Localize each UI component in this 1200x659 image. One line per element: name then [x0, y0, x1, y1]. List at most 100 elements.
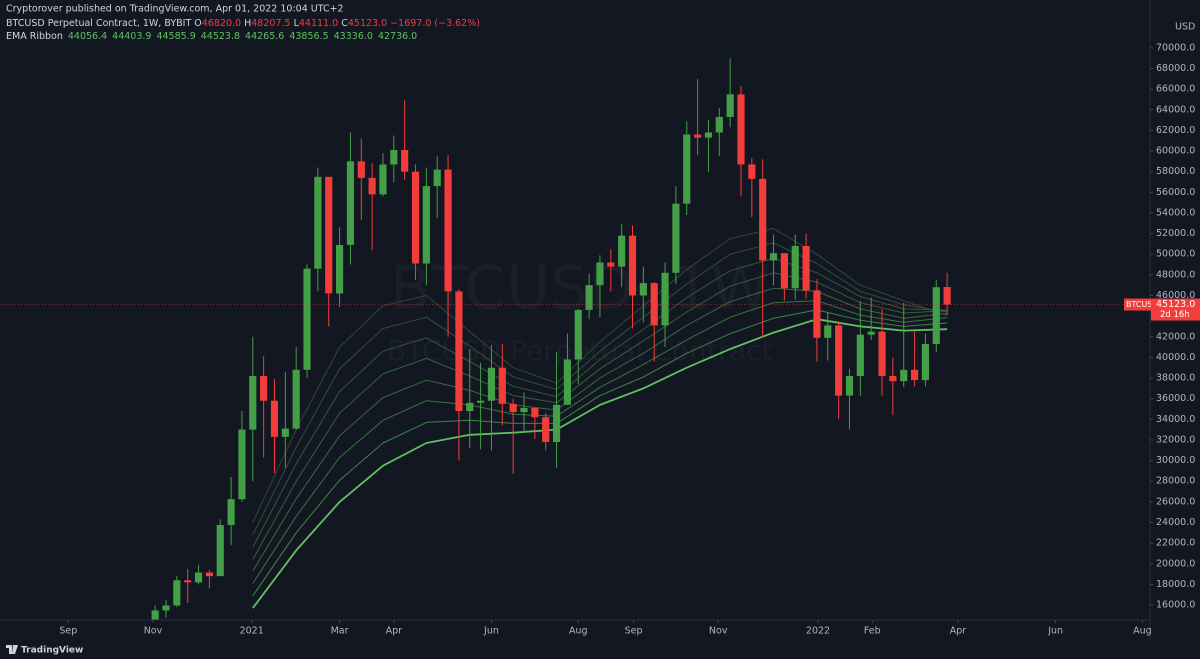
ema-value: 44056.4: [68, 31, 107, 42]
candle-body: [737, 94, 745, 165]
candle-body: [422, 186, 430, 264]
candle-body: [791, 245, 799, 289]
x-tick-label: Sep: [625, 626, 643, 637]
candle-body: [411, 171, 420, 264]
candle-body: [921, 343, 930, 381]
ema-line: [252, 242, 948, 536]
x-tick-label: Aug: [1133, 626, 1152, 637]
candle-body: [184, 580, 192, 583]
y-tick-label: 52000.0: [1156, 228, 1195, 239]
candle-body: [683, 134, 691, 204]
x-tick-label: Feb: [864, 626, 881, 637]
y-tick-label: 24000.0: [1156, 517, 1195, 528]
candle-body: [357, 161, 365, 178]
y-tick-label: 62000.0: [1156, 125, 1195, 136]
y-tick-label: 34000.0: [1156, 414, 1195, 425]
y-tick-label: 68000.0: [1156, 63, 1195, 74]
candle-body: [607, 262, 615, 267]
candle-body: [759, 178, 767, 261]
footer-bar: [0, 640, 1200, 659]
candle-body: [813, 290, 821, 338]
y-tick-label: 36000.0: [1156, 393, 1195, 404]
candle-body: [162, 605, 170, 611]
candle-body: [910, 369, 919, 381]
footer-brand: TradingView: [21, 646, 83, 656]
candle-body: [639, 283, 647, 296]
ema-line: [252, 227, 948, 523]
candle-body: [943, 287, 951, 305]
candle-body: [726, 94, 734, 117]
candle-body: [466, 402, 474, 412]
x-tick-label: Nov: [709, 626, 728, 637]
candle-body: [520, 407, 528, 413]
x-tick-label: Aug: [569, 626, 588, 637]
ema-value: 42736.0: [378, 31, 417, 42]
x-tick-label: 2022: [806, 626, 830, 637]
candle-body: [867, 331, 875, 335]
price-tag: [1151, 298, 1200, 321]
candle-body: [433, 169, 441, 187]
y-tick-label: 64000.0: [1156, 104, 1195, 115]
ema-value: 43336.0: [334, 31, 373, 42]
logo: [6, 645, 18, 654]
ema-value: 44523.8: [201, 31, 240, 42]
ohlc-letter: L: [294, 18, 300, 29]
candle-body: [444, 169, 452, 292]
ema-line: [252, 272, 948, 560]
x-tick-label: 2021: [240, 626, 264, 637]
y-tick-label: 22000.0: [1156, 538, 1195, 549]
countdown-label: 2d 16h: [1160, 310, 1190, 320]
price-tag-label: 45123.0: [1156, 299, 1195, 310]
candle-body: [238, 429, 246, 500]
candle-body: [563, 359, 571, 405]
y-tick-label: 32000.0: [1156, 434, 1195, 445]
candle-body: [878, 331, 886, 376]
candle-body: [390, 150, 398, 165]
x-tick-label: Apr: [386, 626, 403, 637]
y-tick-label: 58000.0: [1156, 166, 1195, 177]
candle-body: [303, 268, 311, 370]
ema-line: [252, 309, 948, 597]
candle-body: [769, 253, 778, 261]
candle-body: [249, 375, 257, 430]
candle-body: [704, 132, 713, 138]
ema-line: [252, 287, 948, 572]
candle-body: [314, 176, 322, 269]
ema-line: [252, 257, 948, 548]
candle-body: [498, 367, 506, 404]
candle-body: [780, 253, 788, 289]
candle-body: [379, 164, 387, 195]
candle-body: [694, 134, 702, 138]
candles: [151, 58, 951, 620]
candle-body: [932, 287, 940, 344]
ohlc-value: 48207.5: [251, 18, 290, 29]
candle-body: [487, 367, 496, 401]
ema-line: [252, 318, 948, 609]
ema-value: 44265.6: [245, 31, 284, 42]
candle-body: [585, 285, 593, 310]
candle-body: [542, 417, 550, 443]
ohlc-letter: H: [244, 18, 251, 29]
y-tick-label: 16000.0: [1156, 600, 1195, 611]
x-tick-label: Apr: [950, 626, 967, 637]
candle-body: [802, 245, 810, 291]
candle-body: [173, 580, 181, 606]
y-tick-label: 28000.0: [1156, 476, 1195, 487]
candle-body: [574, 309, 582, 360]
published-line: Cryptorover published on TradingView.com…: [6, 4, 344, 15]
candle-body: [618, 235, 626, 267]
y-tick-label: 66000.0: [1156, 84, 1195, 95]
candle-body: [509, 403, 517, 413]
candle-body: [270, 400, 279, 437]
ohlc-letter: C: [341, 18, 348, 29]
symbol: BTCUSD Perpetual Contract, 1W, BYBIT: [6, 18, 191, 29]
symbol-legend: BTCUSD Perpetual Contract, 1W, BYBIT O46…: [6, 18, 480, 29]
candle-body: [216, 525, 224, 577]
candle-body: [531, 407, 539, 418]
candle-body: [715, 116, 723, 133]
candle-body: [455, 291, 463, 412]
candle-body: [552, 404, 561, 443]
y-tick-label: 46000.0: [1156, 290, 1195, 301]
